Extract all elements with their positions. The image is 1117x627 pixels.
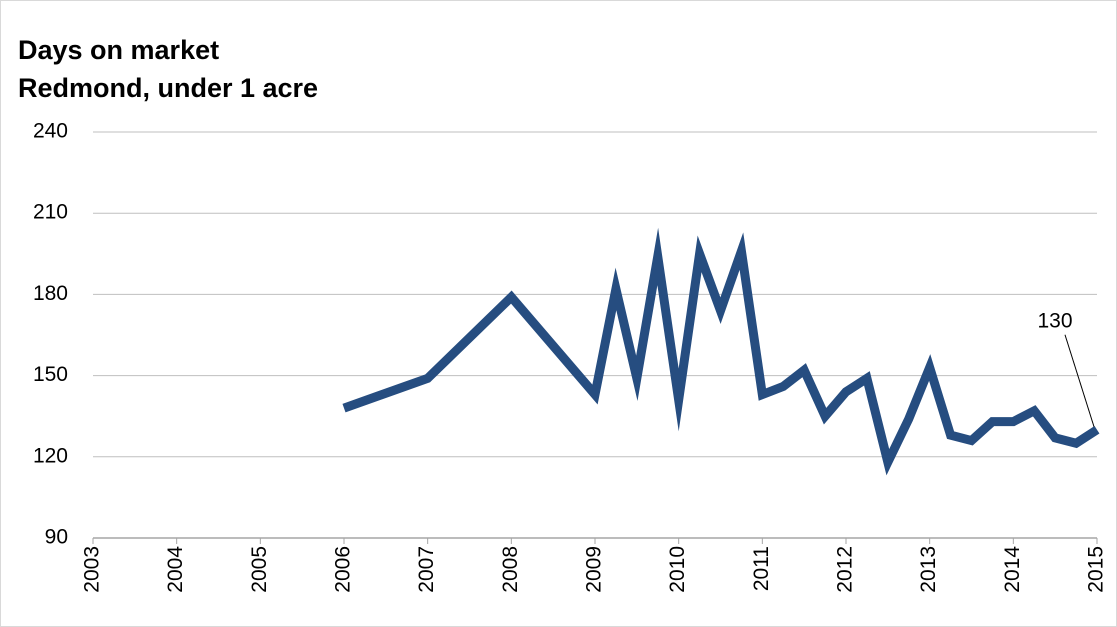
x-tick-label: 2011 [750,546,773,591]
x-tick-label: 2005 [248,546,271,593]
x-tick-label: 2015 [1085,546,1108,593]
x-tick-label: 2006 [332,546,355,593]
y-tick-label: 240 [33,120,68,143]
x-tick-label: 2013 [917,546,940,593]
x-tick-label: 2008 [499,546,522,593]
x-tick-label: 2012 [834,546,857,593]
x-tick-label: 2007 [415,546,438,593]
label-leader [1064,334,1095,427]
x-tick-label: 2004 [164,546,187,593]
y-tick-label: 180 [33,282,68,305]
line-series [342,227,1100,476]
y-tick-label: 90 [45,526,68,549]
x-tick-label: 2003 [81,546,104,593]
y-tick-label: 150 [33,363,68,386]
data-label: 130 [1037,309,1072,332]
y-tick-label: 210 [33,201,68,224]
x-tick-label: 2009 [583,546,606,593]
y-tick-label: 120 [33,444,68,467]
chart-subtitle: Redmond, under 1 acre [18,73,318,103]
chart-title: Days on market [18,35,219,65]
x-tick-label: 2010 [666,546,689,593]
x-tick-label: 2014 [1001,546,1024,593]
